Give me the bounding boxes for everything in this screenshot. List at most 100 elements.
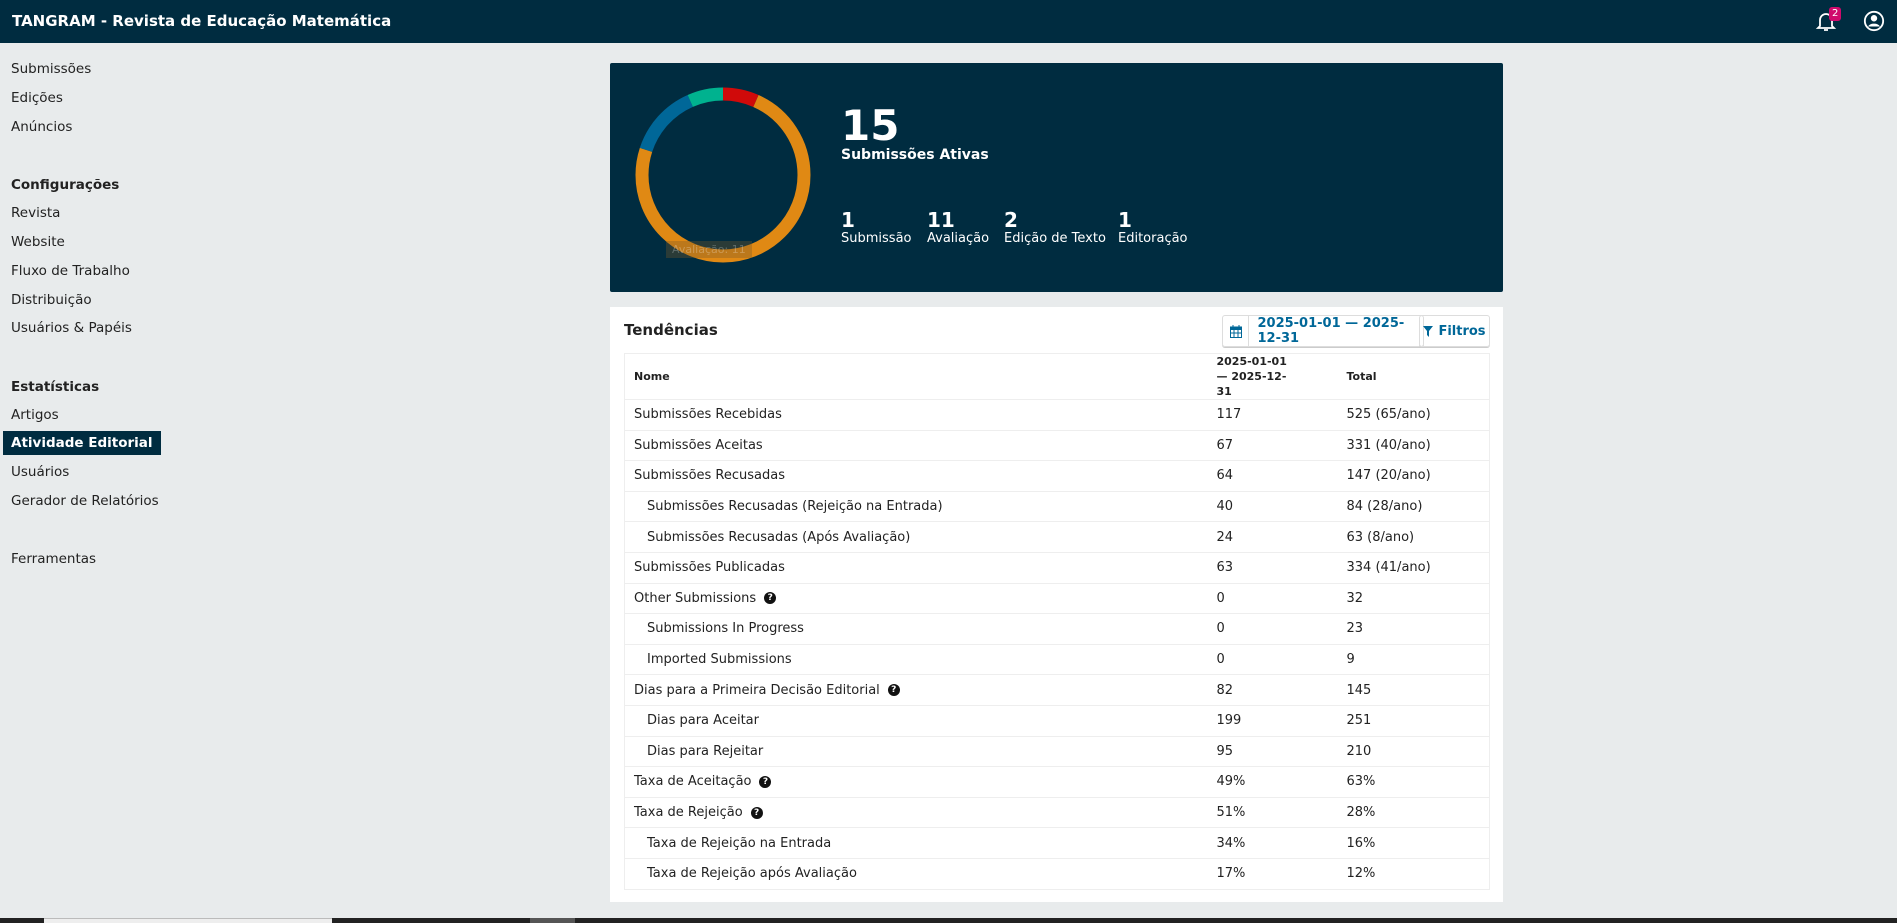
row-period-value: 199: [1207, 705, 1338, 737]
table-row: Dias para Aceitar 199 251: [624, 705, 1490, 737]
stage-editoracao[interactable]: 1 Editoração: [1118, 208, 1188, 246]
row-name-text: Submissões Recusadas (Rejeição na Entrad…: [647, 499, 943, 515]
table-row: Submissões Recusadas (Rejeição na Entrad…: [624, 491, 1490, 523]
sidebar-item-anuncios[interactable]: Anúncios: [11, 119, 73, 135]
row-total-value: 9: [1337, 644, 1490, 676]
taskbar-item[interactable]: [530, 918, 575, 923]
row-name-text: Taxa de Rejeição após Avaliação: [647, 866, 857, 882]
sidebar-item-artigos[interactable]: Artigos: [11, 407, 59, 423]
table-row: Dias para a Primeira Decisão Editorial? 8…: [624, 674, 1490, 706]
row-total-value: 28%: [1337, 797, 1490, 829]
help-icon[interactable]: ?: [764, 592, 777, 605]
row-total-value: 84 (28/ano): [1337, 491, 1490, 523]
row-total-value: 147 (20/ano): [1337, 460, 1490, 492]
row-name-text: Dias para Aceitar: [647, 713, 759, 729]
row-name-text: Submissions In Progress: [647, 621, 804, 637]
help-icon[interactable]: ?: [750, 806, 763, 819]
row-name: Submissões Recusadas (Após Avaliação): [624, 521, 1208, 553]
row-name-text: Submissões Aceitas: [634, 437, 763, 453]
trends-panel: Tendências 2025-01-01 — 2025-12-31 Filtr…: [610, 307, 1503, 902]
sidebar-heading-config: Configurações: [11, 177, 120, 193]
row-name-text: Taxa de Aceitação: [634, 774, 752, 790]
sidebar-item-revista[interactable]: Revista: [11, 205, 61, 221]
filters-button[interactable]: Filtros: [1419, 315, 1490, 347]
help-icon[interactable]: ?: [759, 775, 772, 788]
stage-avaliacao[interactable]: 11 Avaliação: [927, 208, 990, 246]
column-header-period: 2025-01-01 — 2025-12-31: [1207, 353, 1338, 400]
row-period-value: 40: [1207, 491, 1338, 523]
donut-segment[interactable]: [635, 87, 811, 263]
donut-segment[interactable]: [635, 87, 811, 263]
stage-submissao[interactable]: 1 Submissão: [841, 208, 912, 246]
table-row: Dias para Rejeitar 95 210: [624, 736, 1490, 768]
sidebar-item-edicoes[interactable]: Edições: [11, 90, 63, 106]
row-name: Submissões Recusadas (Rejeição na Entrad…: [624, 491, 1208, 523]
journal-title[interactable]: TANGRAM - Revista de Educação Matemática: [12, 12, 392, 30]
sidebar-item-fluxo[interactable]: Fluxo de Trabalho: [11, 263, 130, 279]
trends-title: Tendências: [624, 321, 718, 339]
row-name: Taxa de Rejeição?: [624, 797, 1208, 829]
table-row: Submissões Recebidas 117 525 (65/ano): [624, 399, 1490, 431]
table-row: Other Submissions? 0 32: [624, 583, 1490, 615]
row-total-value: 23: [1337, 613, 1490, 645]
row-name: Dias para Aceitar: [624, 705, 1208, 737]
row-name-text: Dias para Rejeitar: [647, 743, 764, 759]
row-name-text: Dias para a Primeira Decisão Editorial: [634, 682, 880, 698]
row-period-value: 95: [1207, 736, 1338, 768]
row-total-value: 63 (8/ano): [1337, 521, 1490, 553]
sidebar-item-atividade-editorial[interactable]: Atividade Editorial: [3, 431, 161, 455]
row-period-value: 0: [1207, 644, 1338, 676]
row-total-value: 63%: [1337, 766, 1490, 798]
calendar-icon: [1223, 316, 1250, 346]
row-total-value: 12%: [1337, 858, 1490, 890]
row-period-value: 82: [1207, 674, 1338, 706]
row-name-text: Imported Submissions: [647, 652, 792, 668]
sidebar-item-distribuicao[interactable]: Distribuição: [11, 292, 92, 308]
table-row: Taxa de Aceitação? 49% 63%: [624, 766, 1490, 798]
table-row: Taxa de Rejeição na Entrada 34% 16%: [624, 827, 1490, 859]
row-total-value: 334 (41/ano): [1337, 552, 1490, 584]
table-header-row: Nome 2025-01-01 — 2025-12-31 Total: [624, 353, 1490, 400]
taskbar-item[interactable]: [44, 918, 332, 923]
table-row: Taxa de Rejeição após Avaliação 17% 12%: [624, 858, 1490, 890]
sidebar-item-website[interactable]: Website: [11, 234, 65, 250]
help-icon[interactable]: ?: [887, 684, 900, 697]
sidebar-heading-stats: Estatísticas: [11, 379, 100, 395]
row-name: Dias para a Primeira Decisão Editorial?: [624, 674, 1208, 706]
sidebar-item-usuarios-papeis[interactable]: Usuários & Papéis: [11, 320, 132, 336]
row-period-value: 34%: [1207, 827, 1338, 859]
table-row: Submissões Recusadas 64 147 (20/ano): [624, 460, 1490, 492]
row-total-value: 210: [1337, 736, 1490, 768]
row-total-value: 32: [1337, 583, 1490, 615]
stage-edicao-texto[interactable]: 2 Edição de Texto: [1004, 208, 1106, 246]
table-row: Imported Submissions 0 9: [624, 644, 1490, 676]
column-header-name: Nome: [624, 353, 1208, 400]
sidebar-item-ferramentas[interactable]: Ferramentas: [11, 551, 97, 567]
row-period-value: 0: [1207, 583, 1338, 615]
filter-icon: [1423, 325, 1434, 337]
row-name: Taxa de Aceitação?: [624, 766, 1208, 798]
table-row: Submissões Publicadas 63 334 (41/ano): [624, 552, 1490, 584]
row-period-value: 67: [1207, 430, 1338, 462]
row-name-text: Other Submissions: [634, 590, 757, 606]
row-name: Other Submissions?: [624, 583, 1208, 615]
trends-table: Nome 2025-01-01 — 2025-12-31 Total Submi…: [624, 353, 1490, 890]
user-avatar-icon[interactable]: [1863, 10, 1885, 32]
active-total: 15: [841, 101, 900, 150]
taskbar: [0, 918, 1897, 923]
row-name: Submissions In Progress: [624, 613, 1208, 645]
row-period-value: 24: [1207, 521, 1338, 553]
table-row: Submissões Recusadas (Após Avaliação) 24 6…: [624, 521, 1490, 553]
sidebar-item-gerador[interactable]: Gerador de Relatórios: [11, 493, 159, 509]
stage-donut-chart: [635, 87, 811, 263]
active-submissions-panel: Avaliação: 11 15 Submissões Ativas 1 Subm…: [610, 63, 1503, 292]
row-total-value: 145: [1337, 674, 1490, 706]
sidebar-item-usuarios[interactable]: Usuários: [11, 464, 70, 480]
date-range-button[interactable]: 2025-01-01 — 2025-12-31: [1222, 315, 1424, 347]
bell-icon[interactable]: [1814, 9, 1838, 33]
sidebar-item-submissoes[interactable]: Submissões: [11, 61, 92, 77]
table-row: Submissões Aceitas 67 331 (40/ano): [624, 430, 1490, 462]
row-name: Taxa de Rejeição após Avaliação: [624, 858, 1208, 890]
row-name: Submissões Aceitas: [624, 430, 1208, 462]
row-name-text: Submissões Recusadas: [634, 468, 785, 484]
